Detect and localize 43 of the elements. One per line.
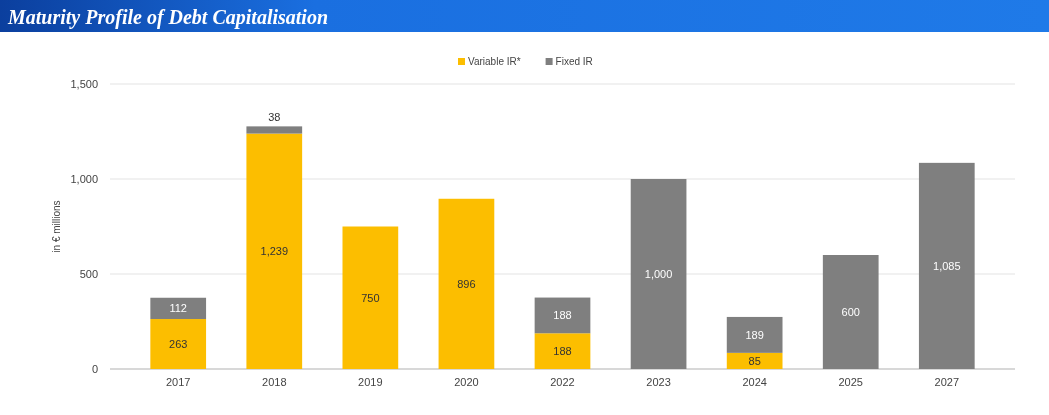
bar xyxy=(918,162,975,369)
x-tick-label: 2019 xyxy=(358,376,383,388)
y-tick-label: 1,000 xyxy=(70,173,98,185)
data-label: 188 xyxy=(553,345,572,358)
data-label: 1,085 xyxy=(933,259,961,272)
data-label: 600 xyxy=(841,306,860,318)
bar xyxy=(630,179,687,369)
data-label: 263 xyxy=(169,338,188,351)
data-label: 38 xyxy=(268,111,281,124)
bar xyxy=(150,297,207,320)
bar xyxy=(246,126,303,134)
bar xyxy=(246,133,303,369)
x-tick-label: 2023 xyxy=(646,376,671,388)
data-label: 1,000 xyxy=(644,268,673,280)
x-tick-label: 2027 xyxy=(934,376,960,388)
data-label: 85 xyxy=(748,354,761,367)
data-label: 750 xyxy=(361,291,380,304)
data-label: 896 xyxy=(457,277,476,290)
bar xyxy=(726,352,783,369)
legend-label: Fixed IR xyxy=(555,56,593,67)
bar xyxy=(726,316,783,353)
data-label: 112 xyxy=(169,302,187,315)
y-tick-label: 1,500 xyxy=(70,78,98,90)
data-label: 188 xyxy=(553,309,572,322)
y-axis-title: in € millions xyxy=(51,200,62,253)
x-tick-label: 2020 xyxy=(454,376,479,388)
bar xyxy=(534,297,591,334)
chart-title: Maturity Profile of Debt Capitalisation xyxy=(7,6,329,29)
bar xyxy=(822,255,879,369)
x-tick-label: 2025 xyxy=(838,376,863,388)
y-tick-label: 0 xyxy=(91,363,98,375)
bar xyxy=(342,226,399,369)
x-tick-label: 2018 xyxy=(262,376,287,388)
data-label: 1,239 xyxy=(260,245,289,258)
y-tick-label: 500 xyxy=(79,268,98,280)
data-label: 189 xyxy=(745,328,764,341)
x-tick-label: 2024 xyxy=(742,376,767,388)
legend-label: Variable IR* xyxy=(468,56,521,67)
x-tick-label: 2017 xyxy=(165,376,191,388)
bar xyxy=(534,333,591,369)
bar xyxy=(438,198,495,369)
x-tick-label: 2022 xyxy=(550,376,575,388)
bar xyxy=(150,319,207,369)
